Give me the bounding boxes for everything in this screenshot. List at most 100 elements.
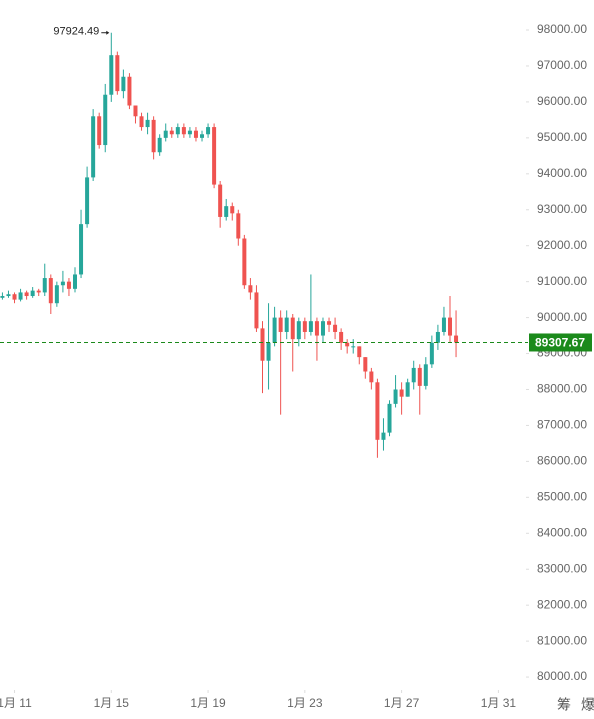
last-price-label: 89307.67 <box>535 336 585 350</box>
candle-body <box>139 116 144 128</box>
y-tick-label: 95000.00 <box>537 130 587 144</box>
candle-body <box>387 403 392 433</box>
y-tick-label: 97000.00 <box>537 58 587 72</box>
candle-body <box>296 321 301 340</box>
candle-body <box>320 321 325 336</box>
candle-body <box>193 130 198 138</box>
candle-body <box>85 177 90 225</box>
candle-body <box>393 389 398 404</box>
candle-body <box>133 105 138 117</box>
candle-body <box>399 389 404 397</box>
candle-body <box>200 134 205 138</box>
y-tick-label: 82000.00 <box>537 597 587 611</box>
candle-body <box>435 331 440 343</box>
candle-body <box>363 357 368 372</box>
candle-body <box>236 213 241 239</box>
candle-body <box>405 382 410 397</box>
y-tick-label: 85000.00 <box>537 489 587 503</box>
candle-body <box>12 294 17 300</box>
candle-body <box>91 116 96 178</box>
y-tick-label: 81000.00 <box>537 633 587 647</box>
x-tick-label: 1月 15 <box>94 696 130 710</box>
candle-body <box>163 130 168 138</box>
candle-body <box>151 119 156 153</box>
candle-body <box>423 364 428 386</box>
candle-body <box>181 127 186 135</box>
x-tick-label: 1月 19 <box>190 696 226 710</box>
y-tick-label: 84000.00 <box>537 525 587 539</box>
candle-body <box>212 127 217 185</box>
toolbar-button[interactable]: 爆 <box>581 697 594 713</box>
candle-body <box>327 321 332 325</box>
candle-body <box>454 335 459 343</box>
candle-body <box>36 290 41 293</box>
y-tick-label: 87000.00 <box>537 418 587 432</box>
candle-body <box>266 342 271 361</box>
candle-body <box>381 432 386 440</box>
candle-body <box>417 367 422 386</box>
candle-body <box>145 119 150 128</box>
x-tick-label: 1月 11 <box>0 696 32 710</box>
candle-body <box>103 94 108 146</box>
last-price-box <box>529 333 592 352</box>
candle-body <box>272 317 277 343</box>
candle-body <box>6 294 11 297</box>
max-annotation: 97924.49 <box>53 26 99 38</box>
candle-body <box>175 127 180 135</box>
y-tick-label: 80000.00 <box>537 669 587 683</box>
toolbar-button[interactable]: 筹 <box>557 697 571 713</box>
candle-body <box>127 76 132 106</box>
candle-body <box>121 76 126 92</box>
candle-body <box>351 346 356 348</box>
candle-body <box>218 184 223 217</box>
candle-body <box>24 292 29 297</box>
candle-body <box>187 130 192 135</box>
candle-body <box>115 55 120 92</box>
y-tick-label: 88000.00 <box>537 382 587 396</box>
candle-body <box>157 137 162 153</box>
candle-body <box>224 206 229 217</box>
candle-body <box>290 317 295 340</box>
y-tick-label: 96000.00 <box>537 94 587 108</box>
candle-body <box>357 346 362 358</box>
candle-body <box>79 224 84 275</box>
max-arrow-head <box>106 30 110 35</box>
candle-body <box>339 331 344 343</box>
candle-body <box>54 285 59 304</box>
candle-body <box>314 321 319 336</box>
candle-body <box>48 278 53 304</box>
x-tick-label: 1月 27 <box>384 696 420 710</box>
candle-body <box>333 324 338 332</box>
candle-body <box>248 285 253 293</box>
candle-body <box>254 292 259 329</box>
candle-body <box>60 281 65 286</box>
candle-body <box>18 292 23 300</box>
x-tick-label: 1月 31 <box>481 696 517 710</box>
y-tick-label: 91000.00 <box>537 274 587 288</box>
candle-body <box>42 278 47 293</box>
y-tick-label: 93000.00 <box>537 202 587 216</box>
candle-body <box>169 130 174 135</box>
candle-body <box>375 382 380 440</box>
candle-body <box>308 321 313 332</box>
y-tick-label: 98000.00 <box>537 22 587 36</box>
y-tick-label: 86000.00 <box>537 454 587 468</box>
candle-body <box>284 317 289 332</box>
candle-body <box>73 274 77 289</box>
candle-body <box>260 328 265 361</box>
candle-body <box>97 116 102 146</box>
candle-body <box>230 206 235 214</box>
candle-body <box>30 290 35 297</box>
candle-body <box>302 321 307 332</box>
candle-body <box>278 317 283 332</box>
candle-body <box>429 342 434 365</box>
candle-body <box>369 371 374 383</box>
candle-body <box>242 238 247 286</box>
y-tick-label: 90000.00 <box>537 310 587 324</box>
candle-body <box>0 296 5 298</box>
candle-body <box>441 317 446 332</box>
y-tick-label: 94000.00 <box>537 166 587 180</box>
candle-body <box>206 127 211 135</box>
candle-body <box>448 317 452 336</box>
